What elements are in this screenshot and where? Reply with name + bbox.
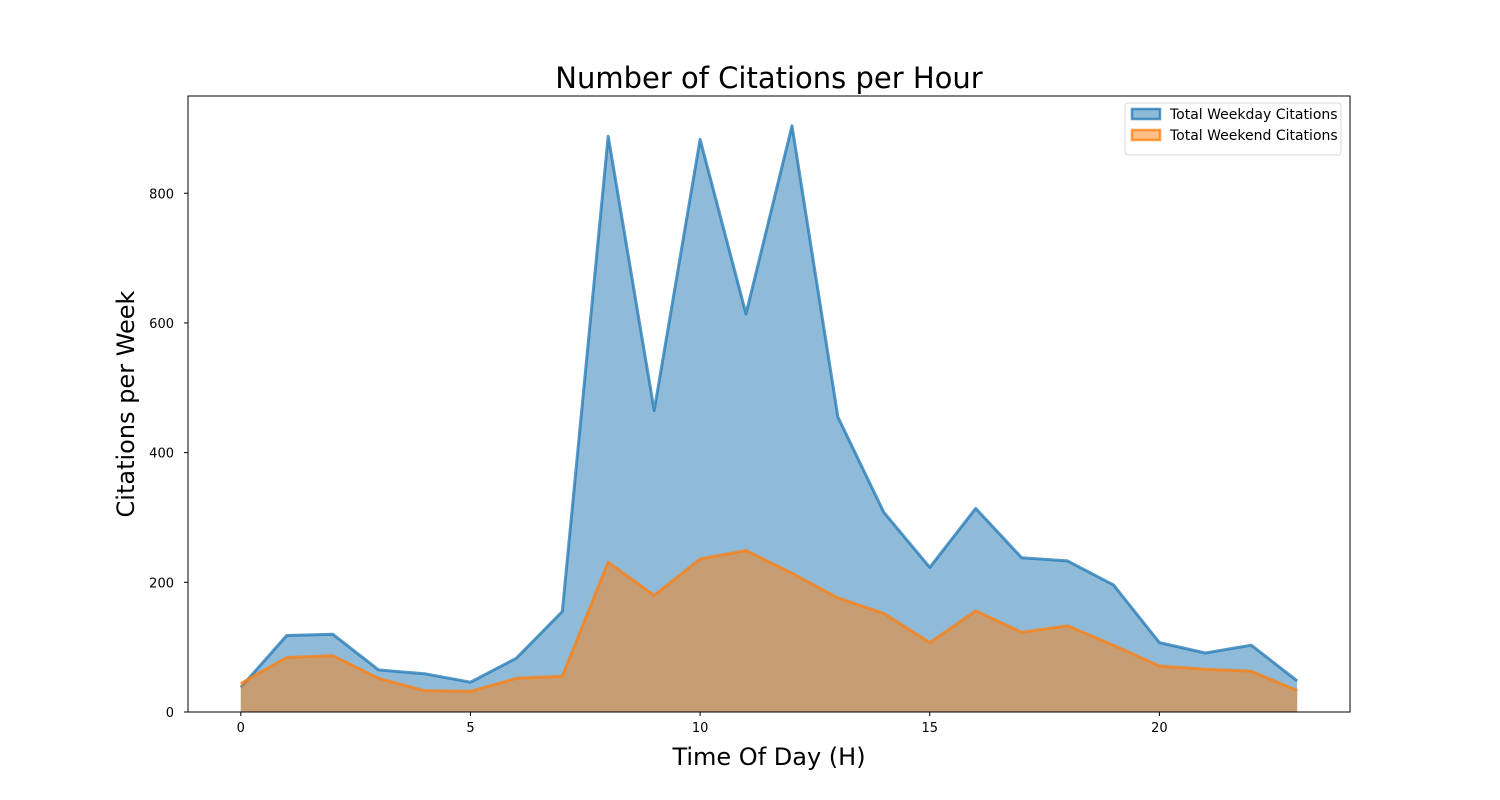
series-layer [239,124,1299,713]
x-tick-label: 0 [237,721,245,736]
y-axis: 0 200 400 600 800 [149,187,188,721]
legend-label: Total Weekday Citations [1169,107,1338,123]
series-area-2 [240,550,1298,712]
legend-swatch [1130,107,1162,121]
x-tick-label: 20 [1151,721,1168,736]
y-tick-label: 600 [149,317,174,332]
y-tick-label: 200 [149,576,174,591]
x-tick-label: 5 [466,721,474,736]
plot-frame [187,95,1351,713]
y-tick-label: 0 [166,706,174,721]
legend-swatch [1130,128,1162,142]
y-tick-label: 400 [149,447,174,462]
chart-title: Number of Citations per Hour [555,61,983,95]
x-tick-label: 15 [921,721,938,736]
series-line-2 [240,549,1298,693]
x-axis-label: Time Of Day (H) [671,743,865,771]
series-line-1 [239,124,1299,689]
legend-box [1124,102,1342,156]
y-tick-label: 800 [149,187,174,202]
legend-label: Total Weekend Citations [1169,128,1338,144]
x-tick-label: 10 [692,721,709,736]
y-axis-label: Citations per Week [112,290,140,517]
legend: Total Weekday Citations Total Weekend Cit… [1124,102,1342,156]
series-area-1 [240,125,1298,713]
x-axis: 0 5 10 15 20 [237,712,1168,736]
